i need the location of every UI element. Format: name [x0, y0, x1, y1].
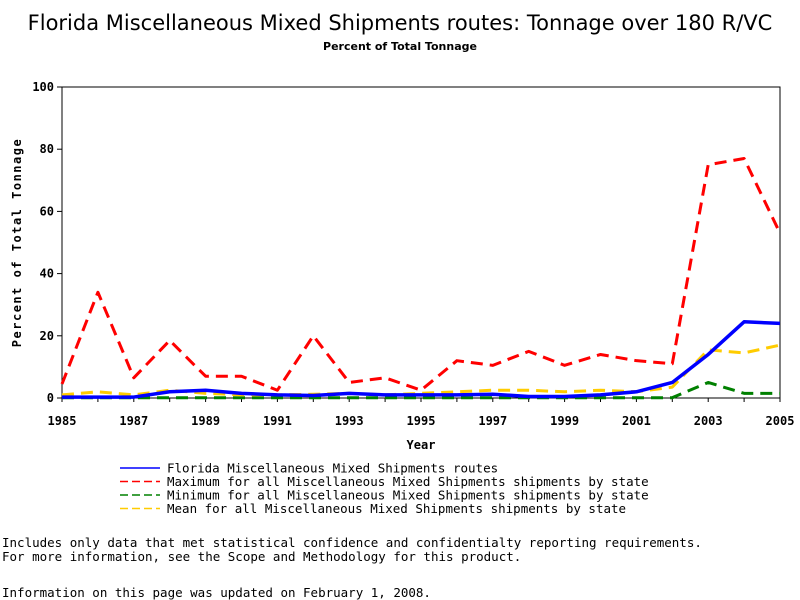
- legend-label: Minimum for all Miscellaneous Mixed Ship…: [167, 488, 649, 503]
- x-tick-label: 2001: [622, 414, 651, 428]
- series-line-minimum-for-all-miscellaneous-mixed-ship: [62, 380, 780, 400]
- y-tick-label: 40: [40, 267, 54, 281]
- x-axis-label: Year: [407, 438, 436, 452]
- x-tick-label: 1985: [48, 414, 77, 428]
- series-line-florida-miscellaneous-mixed-shipments-ro: [62, 320, 781, 399]
- confidence-note: Includes only data that met statistical …: [2, 535, 702, 550]
- updated-note: Information on this page was updated on …: [2, 585, 431, 600]
- x-tick-label: 2005: [766, 414, 795, 428]
- y-axis: 0 20 40 60 80 100: [32, 80, 62, 405]
- chart-subtitle: Percent of Total Tonnage: [323, 40, 477, 53]
- x-tick-label: 1999: [550, 414, 579, 428]
- legend-label: Mean for all Miscellaneous Mixed Shipmen…: [167, 501, 626, 516]
- x-tick-label: 1997: [478, 414, 507, 428]
- series-line-mean-for-all-miscellaneous-mixed-shipmen: [61, 343, 781, 397]
- chart-title: Florida Miscellaneous Mixed Shipments ro…: [28, 11, 773, 35]
- x-tick-label: 1991: [263, 414, 292, 428]
- plot-area: [61, 86, 781, 399]
- series-group: [60, 157, 782, 400]
- y-tick-label: 60: [40, 204, 54, 218]
- legend: Florida Miscellaneous Mixed Shipments ro…: [120, 461, 649, 516]
- methodology-note: For more information, see the Scope and …: [2, 549, 522, 564]
- series-line-maximum-for-all-miscellaneous-mixed-ship: [60, 157, 782, 392]
- x-tick-label: 1987: [119, 414, 148, 428]
- y-axis-label: Percent of Total Tonnage: [10, 138, 24, 347]
- y-tick-label: 20: [40, 329, 54, 343]
- x-tick-label: 1989: [191, 414, 220, 428]
- legend-label: Maximum for all Miscellaneous Mixed Ship…: [167, 474, 649, 489]
- x-tick-label: 1995: [407, 414, 436, 428]
- x-tick-label: 1993: [335, 414, 364, 428]
- y-tick-label: 0: [47, 391, 54, 405]
- x-tick-label: 2003: [694, 414, 723, 428]
- y-tick-label: 80: [40, 142, 54, 156]
- x-axis: 1985 1987 1989 1991 1993 1995 1997 1999 2001 2003…: [48, 398, 795, 428]
- legend-label: Florida Miscellaneous Mixed Shipments ro…: [167, 461, 498, 476]
- y-tick-label: 100: [32, 80, 54, 94]
